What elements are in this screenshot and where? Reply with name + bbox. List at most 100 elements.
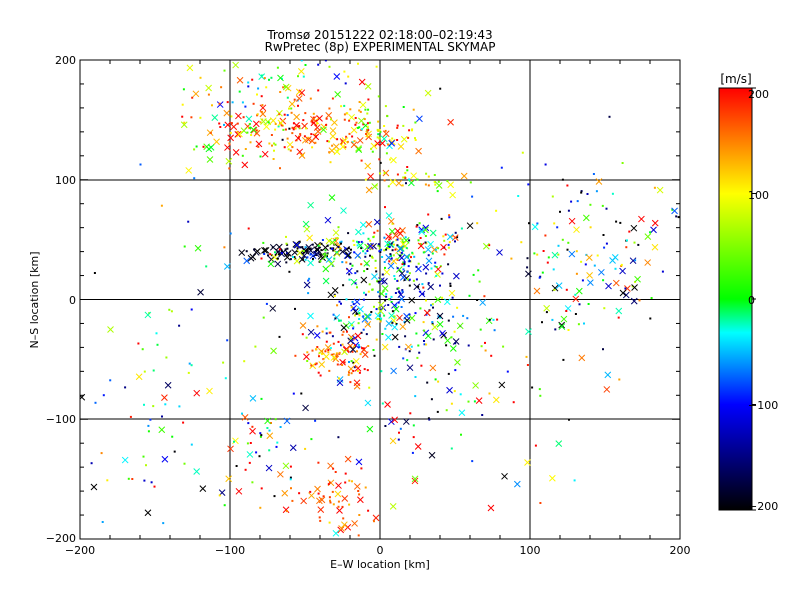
scatter-x-marker xyxy=(264,417,271,425)
scatter-x-marker xyxy=(388,139,396,147)
scatter-dot-marker xyxy=(351,480,353,483)
scatter-dot-marker xyxy=(373,520,375,523)
scatter-x-marker xyxy=(230,123,238,131)
scatter-dot-marker xyxy=(394,292,397,294)
scatter-dot-marker xyxy=(143,370,146,373)
scatter-dot-marker xyxy=(362,315,365,318)
scatter-dot-marker xyxy=(316,346,319,348)
scatter-x-marker xyxy=(258,73,266,80)
scatter-dot-marker xyxy=(247,81,250,84)
scatter-x-marker xyxy=(307,312,314,320)
scatter-dot-marker xyxy=(332,249,335,252)
scatter-x-marker xyxy=(387,217,395,225)
scatter-dot-marker xyxy=(368,283,371,286)
scatter-dot-marker xyxy=(378,247,381,250)
scatter-dot-marker xyxy=(404,171,407,174)
scatter-dot-marker xyxy=(408,239,411,242)
scatter-x-marker xyxy=(429,364,437,372)
scatter-x-marker xyxy=(496,249,503,256)
scatter-dot-marker xyxy=(479,328,482,331)
scatter-x-marker xyxy=(90,483,98,491)
scatter-x-marker xyxy=(135,373,143,381)
scatter-dot-marker xyxy=(357,62,359,65)
scatter-dot-marker xyxy=(290,487,292,490)
scatter-dot-marker xyxy=(371,288,374,291)
scatter-dot-marker xyxy=(211,104,213,107)
scatter-x-marker xyxy=(238,249,246,256)
scatter-x-marker xyxy=(391,416,399,424)
scatter-dot-marker xyxy=(536,253,539,256)
scatter-dot-marker xyxy=(346,330,348,333)
scatter-dot-marker xyxy=(161,415,163,418)
scatter-dot-marker xyxy=(351,300,354,303)
scatter-dot-marker xyxy=(338,377,340,380)
scatter-dot-marker xyxy=(289,476,292,479)
scatter-dot-marker xyxy=(422,286,425,289)
scatter-dot-marker xyxy=(553,288,556,291)
scatter-dot-marker xyxy=(510,257,513,260)
scatter-x-marker xyxy=(262,247,270,254)
scatter-dot-marker xyxy=(553,222,556,225)
scatter-dot-marker xyxy=(402,106,405,108)
scatter-dot-marker xyxy=(356,270,359,273)
scatter-x-marker xyxy=(361,316,369,323)
scatter-dot-marker xyxy=(439,284,441,287)
scatter-x-marker xyxy=(379,139,386,147)
scatter-dot-marker xyxy=(202,145,205,148)
scatter-dot-marker xyxy=(454,240,456,243)
scatter-dot-marker xyxy=(577,323,580,326)
scatter-dot-marker xyxy=(379,320,382,323)
scatter-dot-marker xyxy=(131,478,134,480)
scatter-x-marker xyxy=(349,346,357,353)
scatter-dot-marker xyxy=(402,124,405,127)
scatter-dot-marker xyxy=(289,465,292,468)
scatter-x-marker xyxy=(360,276,368,284)
scatter-dot-marker xyxy=(377,243,380,246)
scatter-x-marker xyxy=(367,242,374,250)
scatter-dot-marker xyxy=(358,514,361,516)
scatter-x-marker xyxy=(345,267,353,275)
scatter-x-marker xyxy=(644,233,652,240)
scatter-dot-marker xyxy=(290,107,293,110)
colorbar-tick-label: −100 xyxy=(748,399,778,412)
scatter-dot-marker xyxy=(546,261,549,264)
scatter-dot-marker xyxy=(283,146,286,149)
scatter-dot-marker xyxy=(406,169,409,172)
scatter-dot-marker xyxy=(259,432,262,435)
scatter-dot-marker xyxy=(168,308,171,311)
scatter-x-marker xyxy=(525,270,532,278)
scatter-dot-marker xyxy=(249,442,252,444)
scatter-x-marker xyxy=(578,354,586,362)
scatter-dot-marker xyxy=(376,280,379,283)
scatter-dot-marker xyxy=(561,238,564,241)
scatter-x-marker xyxy=(277,119,285,127)
scatter-dot-marker xyxy=(406,359,409,362)
scatter-dot-marker xyxy=(276,66,279,69)
scatter-dot-marker xyxy=(430,398,433,401)
scatter-dot-marker xyxy=(366,122,369,125)
scatter-dot-marker xyxy=(304,447,307,450)
scatter-dot-marker xyxy=(538,276,541,279)
scatter-dot-marker xyxy=(357,322,360,325)
scatter-dot-marker xyxy=(417,262,420,265)
scatter-dot-marker xyxy=(462,314,465,317)
scatter-dot-marker xyxy=(276,441,279,444)
scatter-dot-marker xyxy=(351,350,354,353)
scatter-dot-marker xyxy=(343,70,346,73)
scatter-x-marker xyxy=(322,277,330,285)
scatter-dot-marker xyxy=(345,261,348,264)
scatter-x-marker xyxy=(603,386,611,393)
scatter-dot-marker xyxy=(223,246,226,249)
scatter-dot-marker xyxy=(358,493,361,496)
scatter-dot-marker xyxy=(352,361,355,364)
scatter-dot-marker xyxy=(311,146,314,149)
scatter-dot-marker xyxy=(533,252,536,255)
scatter-x-marker xyxy=(336,379,344,387)
scatter-dot-marker xyxy=(284,248,287,251)
scatter-dot-marker xyxy=(557,253,560,256)
scatter-dot-marker xyxy=(677,216,680,219)
scatter-x-marker xyxy=(274,260,282,268)
scatter-x-marker xyxy=(452,338,460,345)
scatter-dot-marker xyxy=(406,270,409,273)
scatter-dot-marker xyxy=(294,307,296,310)
